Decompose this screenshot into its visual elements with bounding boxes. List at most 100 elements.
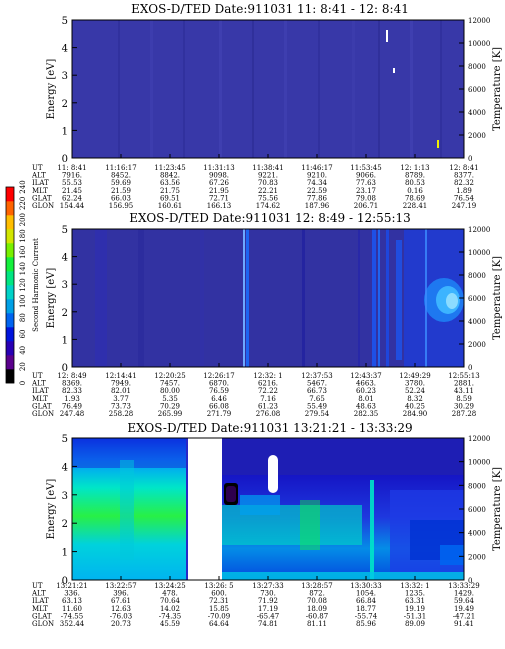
table-cell: 13:32: 1 xyxy=(400,582,429,590)
table-cell: 23.17 xyxy=(356,187,376,195)
y2-tick-label: 8000 xyxy=(468,272,486,280)
table-cell: 271.79 xyxy=(207,410,232,418)
colorbar-band xyxy=(6,285,14,300)
table-row-label: ILAT xyxy=(32,179,49,187)
table-cell: 12:49:29 xyxy=(399,372,430,380)
table-cell: 287.28 xyxy=(452,410,477,418)
table-row-label: UT xyxy=(32,164,43,172)
table-cell: 40.25 xyxy=(405,402,425,410)
table-cell: 174.62 xyxy=(256,202,281,210)
table-cell: 82.33 xyxy=(62,387,82,395)
table-cell: 17.19 xyxy=(258,605,278,613)
y2-tick-label: 10000 xyxy=(468,459,490,467)
table-cell: 11:16:17 xyxy=(105,164,136,172)
table-cell: 91.41 xyxy=(454,620,474,628)
colorbar-tick-label: 240 xyxy=(19,180,27,193)
table-cell: 1.93 xyxy=(64,395,80,403)
table-cell: 81.11 xyxy=(307,620,327,628)
table-cell: 72.71 xyxy=(209,194,229,202)
y2-tick-label: 4000 xyxy=(468,109,486,117)
table-cell: 13:27:33 xyxy=(252,582,283,590)
table-cell: 11:31:13 xyxy=(203,164,234,172)
table-row-label: GLAT xyxy=(32,402,52,410)
y-tick-label: 2 xyxy=(62,308,68,319)
colorbar-tick-label: 0 xyxy=(19,381,27,385)
table-cell: 52.24 xyxy=(405,387,426,395)
table-cell: 18.09 xyxy=(307,605,327,613)
colorbar-title: Second Harmonic Current xyxy=(32,238,40,332)
table-cell: 63.56 xyxy=(160,179,181,187)
table-row-label: ILAT xyxy=(32,387,49,395)
y2-tick-label: 2000 xyxy=(468,553,486,561)
table-cell: 21.75 xyxy=(160,187,180,195)
table-cell: 76.49 xyxy=(62,402,82,410)
table-cell: 22.59 xyxy=(307,187,327,195)
table-cell: 77.63 xyxy=(356,179,376,187)
table-cell: 66.84 xyxy=(356,597,377,605)
panel-1-ylabel: Energy [eV] xyxy=(46,59,57,120)
panel-3-title: EXOS-D/TED Date:911031 13:21:21 - 13:33:… xyxy=(127,421,412,435)
y2-tick-label: 8000 xyxy=(468,482,486,490)
table-row-label: ALT xyxy=(31,172,46,180)
table-cell: 12: 8:41 xyxy=(449,164,478,172)
table-cell: 187.96 xyxy=(305,202,330,210)
table-cell: 166.13 xyxy=(207,202,232,210)
table-cell: -51.31 xyxy=(404,612,426,620)
table-cell: 20.73 xyxy=(111,620,131,628)
table-cell: 3.77 xyxy=(113,395,129,403)
table-cell: 6216. xyxy=(258,380,278,388)
table-cell: 67.61 xyxy=(111,597,131,605)
table-cell: 7.65 xyxy=(309,395,325,403)
table-cell: 9221. xyxy=(258,172,278,180)
y2-tick-label: 0 xyxy=(468,577,472,585)
table-cell: 67.26 xyxy=(209,179,230,187)
table-cell: 59.69 xyxy=(111,179,131,187)
panel-2-texture xyxy=(95,229,464,367)
table-cell: 11:53:45 xyxy=(350,164,381,172)
colorbar-band xyxy=(6,257,14,272)
table-cell: 13:26: 5 xyxy=(204,582,233,590)
y2-tick-label: 10000 xyxy=(468,249,490,257)
colorbar-tick-label: 40 xyxy=(19,346,27,355)
table-cell: -74.55 xyxy=(61,612,83,620)
table-cell: -70.09 xyxy=(208,612,230,620)
table-cell: 66.08 xyxy=(209,402,229,410)
table-cell: 18.77 xyxy=(356,605,376,613)
table-cell: 76.54 xyxy=(454,194,475,202)
table-cell: 75.56 xyxy=(258,194,279,202)
table-cell: 8.01 xyxy=(358,395,374,403)
table-cell: 12:43:37 xyxy=(350,372,381,380)
table-cell: 7.16 xyxy=(260,395,276,403)
table-cell: 8369. xyxy=(62,380,82,388)
table-cell: 5467. xyxy=(307,380,327,388)
table-cell: 276.08 xyxy=(256,410,281,418)
table-cell: 13:24:25 xyxy=(154,582,185,590)
colorbar-band xyxy=(6,201,14,216)
panel-2-y2label: Temperature [K] xyxy=(492,256,503,340)
table-cell: 247.19 xyxy=(452,202,477,210)
table-row-label: ILAT xyxy=(32,597,49,605)
table-cell: 228.41 xyxy=(403,202,428,210)
table-cell: 22.21 xyxy=(258,187,278,195)
table-cell: 64.64 xyxy=(209,620,230,628)
panel-1-y2label: Temperature [K] xyxy=(492,47,503,131)
colorbar-band xyxy=(6,215,14,230)
panel-1-streak xyxy=(386,30,388,42)
table-cell: 70.83 xyxy=(258,179,278,187)
table-cell: 74.81 xyxy=(258,620,278,628)
colorbar-band xyxy=(6,271,14,286)
panel-1-texture xyxy=(118,20,442,158)
panel-1-streak xyxy=(393,68,395,73)
table-row-label: ALT xyxy=(31,380,46,388)
table-cell: 1.89 xyxy=(456,187,472,195)
y-tick-label: 2 xyxy=(62,519,68,530)
table-cell: 352.44 xyxy=(60,620,85,628)
table-cell: 156.95 xyxy=(109,202,134,210)
panel-3: EXOS-D/TED Date:911031 13:21:21 - 13:33:… xyxy=(31,421,503,628)
colorbar-band xyxy=(6,187,14,202)
table-cell: 0.16 xyxy=(407,187,423,195)
table-cell: 12.63 xyxy=(111,605,131,613)
table-cell: 2881. xyxy=(454,380,474,388)
table-cell: 9098. xyxy=(209,172,229,180)
